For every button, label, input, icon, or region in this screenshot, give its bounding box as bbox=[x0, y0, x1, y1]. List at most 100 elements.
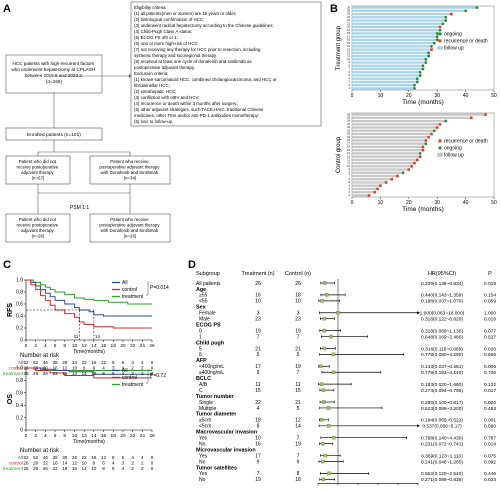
risk-count: 0 bbox=[151, 371, 154, 376]
risk-count: 4 bbox=[122, 466, 125, 471]
eligibility-line: (5) ECOG PS of0 or 1; bbox=[134, 35, 178, 40]
swimmer-bar bbox=[352, 51, 429, 54]
hr-point bbox=[322, 346, 327, 351]
km-os-plot: 1.00.80.60.40.200 2 4 6 8 10 12 14 16 18 20 22 24 26T… bbox=[7, 366, 166, 445]
x-tick-label: 40 bbox=[463, 200, 469, 206]
panel-d: D Subgroup Treatment (n) Control (n) HR(95%… bbox=[188, 259, 496, 492]
y-axis-label: OS bbox=[7, 394, 14, 404]
control-n: 5 bbox=[297, 352, 300, 358]
legend-label: treatment bbox=[122, 294, 144, 300]
subgroup-label: ≥400ng/mL bbox=[199, 370, 224, 376]
psm-label: PSM 1:1 bbox=[70, 205, 89, 211]
patient-id: 22 bbox=[347, 18, 350, 22]
no-adjuvant-box bbox=[5, 155, 71, 185]
swimmer-bar bbox=[352, 61, 426, 64]
hr-ci: 0.537(0.056~5.17) bbox=[422, 424, 462, 430]
risk-row-label: control bbox=[9, 366, 23, 372]
swimmer-bar bbox=[352, 77, 418, 80]
swimmer-bar bbox=[352, 142, 426, 145]
hr-ci: 0.318(0.089~1.130) bbox=[421, 328, 463, 334]
risk-row-label: treatment bbox=[3, 466, 24, 472]
hr-point bbox=[332, 435, 336, 440]
eligibility-line: (3) underwent radical hepatectomy accord… bbox=[134, 23, 274, 28]
legend-bracket bbox=[146, 369, 149, 384]
treatment-n: 9 bbox=[257, 370, 260, 376]
risk-count: 26 bbox=[23, 371, 29, 376]
risk-count: 28 bbox=[62, 360, 68, 365]
swimmer-bar bbox=[352, 152, 421, 155]
risk-count: 4 bbox=[141, 455, 144, 460]
panel-d-letter: D bbox=[188, 259, 196, 271]
x-tick-label: 24 bbox=[140, 433, 146, 439]
risk-count: 46 bbox=[43, 360, 49, 365]
treatment-n: 17 bbox=[255, 453, 261, 459]
p-value: 0.590 bbox=[484, 424, 496, 430]
risk-count: 22 bbox=[53, 466, 59, 471]
risk-count: 0 bbox=[151, 360, 154, 365]
patient-id: 18 bbox=[347, 138, 350, 142]
x-axis-label: Time(months) bbox=[73, 439, 105, 445]
patient-id: 25 bbox=[347, 115, 350, 119]
legend-label: All bbox=[122, 368, 128, 374]
patient-id: 3 bbox=[349, 187, 351, 191]
risk-count: 2 bbox=[141, 466, 144, 471]
swimmer-bar bbox=[352, 54, 429, 58]
swimmer-bar bbox=[352, 168, 409, 171]
patient-id: 21 bbox=[347, 128, 350, 132]
swimmer-bar bbox=[352, 158, 418, 161]
p-value: 0.527 bbox=[484, 334, 496, 340]
patient-id: 5 bbox=[349, 180, 351, 184]
risk-count: 10 bbox=[82, 461, 88, 466]
swimmer-bar bbox=[352, 116, 472, 119]
x-tick-label: 14 bbox=[91, 343, 97, 349]
patient-id: 3 bbox=[349, 80, 351, 84]
event-marker bbox=[376, 187, 379, 191]
patient-id: 5 bbox=[349, 73, 351, 77]
control-n: 5 bbox=[297, 406, 300, 412]
arrow-head bbox=[129, 74, 131, 78]
eligibility-line: (1) known sarcomatoid HCC, combined chol… bbox=[134, 77, 277, 82]
swimmer-bar bbox=[352, 171, 404, 174]
hr-ci: 0.316(0.115~0.868) bbox=[421, 346, 463, 352]
legend-label: ongoing bbox=[444, 145, 462, 151]
treatment-n: 23 bbox=[255, 317, 261, 323]
x-tick-label: 0 bbox=[351, 200, 354, 206]
risk-count: 26 bbox=[33, 366, 39, 371]
hr-ci: 0.143(0.037~0.561) bbox=[421, 364, 463, 370]
swimmer-bar bbox=[352, 126, 438, 129]
risk-count: 16 bbox=[91, 455, 97, 460]
y-tick-label: 0.4 bbox=[16, 403, 23, 409]
risk-count: 2 bbox=[131, 371, 134, 376]
x-tick-label: 20 bbox=[406, 200, 412, 206]
risk-title: Number at risk bbox=[20, 448, 60, 454]
swimmer-bar bbox=[352, 191, 375, 194]
ongoing-marker bbox=[418, 70, 422, 74]
eligibility-line: (4) recurrence or death within 3 months … bbox=[134, 101, 238, 106]
risk-count: 52 bbox=[33, 455, 39, 460]
hr-point bbox=[319, 418, 324, 422]
patient-id: 24 bbox=[347, 119, 350, 123]
swimmer-bar bbox=[352, 181, 387, 184]
swimmer-bar bbox=[352, 187, 378, 191]
panel-c: C 1.00.80.60.40.200 2 4 6 8 10 12 14 16 18 20 22 24 2… bbox=[3, 259, 169, 472]
eligibility-line: Eligibility criteria bbox=[134, 5, 166, 10]
ongoing-marker bbox=[418, 151, 422, 155]
ongoing-marker bbox=[415, 77, 419, 81]
x-tick-label: 30 bbox=[434, 93, 440, 99]
swimmer-bar bbox=[352, 80, 418, 84]
km-rfs-plot: 1.00.80.60.40.200 2 4 6 8 10 12 14 16 18 20 22 24 26T… bbox=[7, 278, 169, 355]
eligibility-line: postoperative adjuvant therapy. bbox=[134, 65, 195, 70]
risk-count: 12 bbox=[62, 366, 68, 371]
x-tick-label: 40 bbox=[463, 93, 469, 99]
x-tick-label: 8 bbox=[63, 433, 66, 439]
hr-point bbox=[321, 459, 325, 464]
hr-ci: 0.552(0.120~2.540) bbox=[421, 471, 463, 477]
risk-count: 16 bbox=[53, 461, 59, 466]
eligibility-line: fibrolamellar HCC; bbox=[134, 83, 170, 88]
subgroup-label: ≥5cm bbox=[199, 418, 211, 424]
p-value: 0.787 bbox=[484, 436, 496, 442]
swimmer-bar bbox=[352, 194, 370, 197]
ongoing-marker bbox=[424, 142, 428, 146]
p-value: 0.023 bbox=[484, 477, 496, 483]
event-marker bbox=[410, 165, 413, 168]
